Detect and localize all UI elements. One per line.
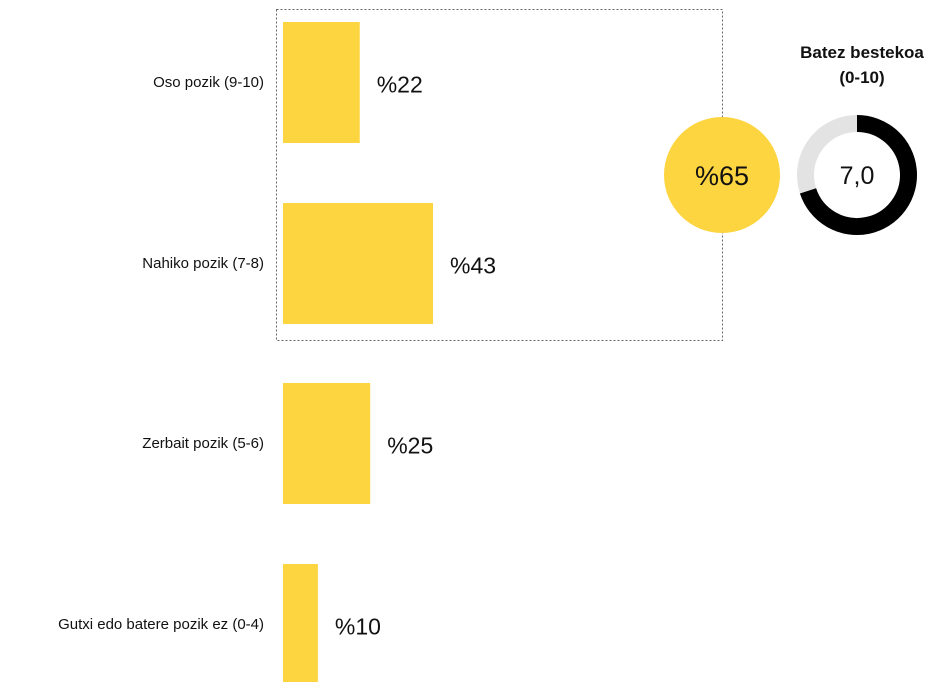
value-labels: %22 %43 %25 %10: [335, 72, 496, 640]
category-label: Nahiko pozik (7-8): [142, 255, 264, 272]
average-value: 7,0: [840, 162, 875, 190]
category-label: Zerbait pozik (5-6): [142, 435, 264, 452]
average-ring-arc: [799, 115, 917, 235]
value-label: %22: [377, 72, 423, 98]
value-label: %43: [450, 253, 496, 279]
category-label: Oso pozik (9-10): [153, 74, 264, 91]
value-label: %25: [387, 433, 433, 459]
category-label: Gutxi edo batere pozik ez (0-4): [58, 616, 264, 633]
highlight-total-label: %65: [695, 161, 749, 191]
highlight-box: [276, 9, 723, 341]
bar: [283, 564, 318, 682]
highlight-total-circle: [664, 117, 780, 233]
category-labels: Oso pozik (9-10) Nahiko pozik (7-8) Zerbai…: [58, 74, 264, 633]
average-title: Batez bestekoa: [800, 43, 924, 62]
average-scale: (0-10): [839, 68, 884, 87]
bars-layer: [283, 22, 433, 682]
bar: [283, 22, 360, 143]
bar: [283, 203, 433, 324]
bar: [283, 383, 371, 504]
value-label: %10: [335, 614, 381, 640]
